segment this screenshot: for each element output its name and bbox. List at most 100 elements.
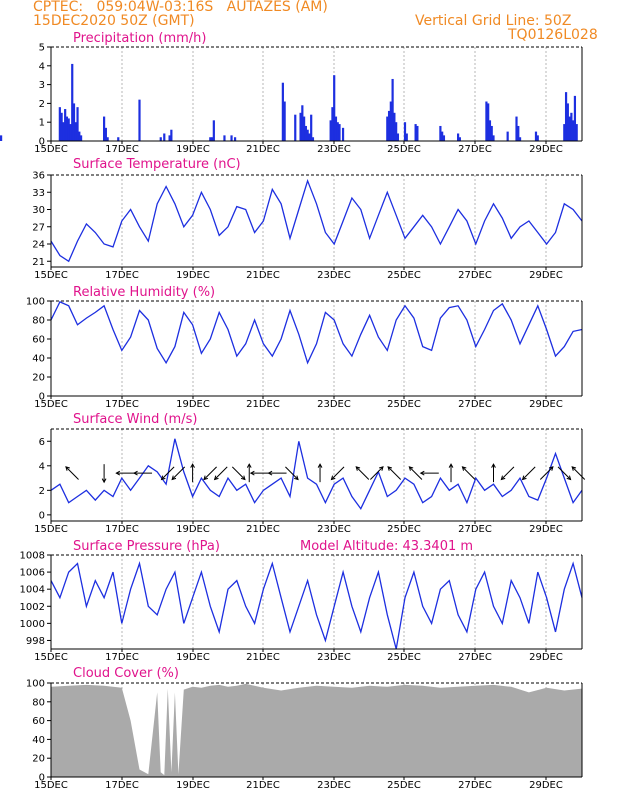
wind-arrow-shaft bbox=[231, 466, 246, 480]
panel-title: Surface Temperature (nC) bbox=[73, 157, 241, 172]
wind-arrow-head bbox=[132, 470, 138, 476]
wind-arrow-head bbox=[249, 470, 255, 476]
wind-arrow-head bbox=[190, 463, 195, 468]
wind-arrow-shaft bbox=[557, 466, 571, 480]
wind-arrow-shaft bbox=[387, 466, 402, 480]
y-tick-label: 33 bbox=[32, 188, 45, 199]
x-tick-label: 17DEC bbox=[105, 270, 139, 281]
y-tick-label: 2 bbox=[39, 99, 45, 110]
wind-arrow-head bbox=[203, 475, 208, 481]
precip-bar bbox=[299, 112, 302, 141]
y-tick-label: 100 bbox=[26, 679, 45, 690]
precip-bar bbox=[308, 133, 311, 141]
wind-arrow-head bbox=[500, 475, 506, 481]
y-tick-label: 1 bbox=[39, 118, 45, 129]
precip-bar bbox=[391, 78, 394, 141]
precip-bar bbox=[163, 133, 166, 141]
wind-arrow-head bbox=[160, 475, 166, 481]
wind-arrow-head bbox=[294, 475, 299, 481]
wind-arrow-head bbox=[521, 475, 527, 481]
precip-bar bbox=[331, 107, 334, 141]
precip-bar bbox=[76, 107, 79, 141]
x-tick-label: 19DEC bbox=[176, 270, 210, 281]
precip-bar bbox=[395, 122, 398, 141]
precip-bar bbox=[389, 101, 392, 141]
precip-bar bbox=[488, 120, 492, 141]
wind-arrow-shaft bbox=[408, 466, 423, 480]
y-tick-label: 20 bbox=[32, 373, 45, 384]
panel-title: Precipitation (mm/h) bbox=[73, 31, 206, 46]
wind-arrow-head bbox=[387, 466, 393, 471]
precip-bar bbox=[60, 112, 63, 141]
x-tick-label: 29DEC bbox=[529, 652, 563, 663]
precip-bar bbox=[304, 125, 307, 141]
y-tick-label: 20 bbox=[32, 754, 45, 765]
precip-bar bbox=[442, 135, 446, 141]
y-tick-label: 4 bbox=[39, 461, 45, 472]
precip-bar bbox=[506, 131, 509, 141]
wind-arrow-head bbox=[317, 463, 323, 468]
x-tick-label: 23DEC bbox=[317, 780, 351, 791]
precip-bar bbox=[518, 137, 522, 141]
precip-bar bbox=[294, 114, 297, 141]
precip-bar bbox=[572, 120, 575, 141]
precip-bar bbox=[301, 105, 304, 141]
precip-bar bbox=[159, 137, 162, 141]
precip-bar bbox=[338, 124, 341, 141]
x-tick-label: 17DEC bbox=[105, 399, 139, 410]
precip-bar bbox=[210, 137, 214, 141]
wind-arrow-head bbox=[408, 466, 414, 471]
precip-bar bbox=[563, 124, 566, 141]
wind-arrow-head bbox=[65, 466, 70, 471]
precip-bar bbox=[69, 124, 72, 141]
x-tick-label: 21DEC bbox=[246, 652, 280, 663]
x-tick-label: 29DEC bbox=[529, 270, 563, 281]
wind-arrow-head bbox=[461, 466, 467, 471]
wind-arrow-head bbox=[419, 470, 425, 476]
precip-bar bbox=[329, 120, 332, 141]
x-tick-label: 27DEC bbox=[458, 270, 492, 281]
precip-bar bbox=[283, 101, 286, 141]
x-tick-label: 15DEC bbox=[34, 652, 68, 663]
x-tick-label: 25DEC bbox=[387, 652, 421, 663]
y-tick-label: 24 bbox=[32, 240, 45, 251]
x-tick-label: 27DEC bbox=[458, 144, 492, 155]
precip-bar bbox=[439, 125, 442, 141]
y-tick-label: 6 bbox=[39, 437, 45, 448]
y-tick-label: 4 bbox=[39, 61, 45, 72]
wind-arrow-head bbox=[448, 463, 454, 468]
x-tick-label: 29DEC bbox=[529, 524, 563, 535]
precip-bar bbox=[416, 125, 419, 141]
x-tick-label: 19DEC bbox=[176, 780, 210, 791]
y-tick-label: 60 bbox=[32, 335, 45, 346]
precip-bar bbox=[487, 103, 490, 141]
y-tick-label: 1000 bbox=[20, 619, 45, 630]
precip-bar bbox=[74, 122, 77, 141]
y-tick-label: 5 bbox=[39, 43, 45, 54]
precip-bar bbox=[306, 129, 309, 141]
y-tick-label: 0 bbox=[39, 510, 45, 521]
x-tick-label: 15DEC bbox=[34, 144, 68, 155]
wind-arrow-shaft bbox=[65, 466, 79, 480]
precip-bar bbox=[534, 131, 538, 141]
x-tick-label: 17DEC bbox=[105, 780, 139, 791]
precip-bar bbox=[575, 124, 578, 141]
precip-bar bbox=[396, 133, 400, 141]
precip-bar bbox=[67, 118, 70, 141]
grid-note: Vertical Grid Line: 50Z bbox=[415, 13, 572, 29]
precip-bar bbox=[566, 103, 569, 141]
precip-bar bbox=[517, 125, 520, 141]
precip-bar bbox=[485, 101, 488, 141]
precip-bar bbox=[209, 137, 212, 141]
precip-bar bbox=[334, 116, 338, 141]
precip-bar bbox=[458, 137, 461, 141]
y-tick-label: 0 bbox=[39, 773, 45, 784]
x-tick-label: 19DEC bbox=[176, 524, 210, 535]
x-tick-label: 27DEC bbox=[458, 780, 492, 791]
precip-bar bbox=[536, 135, 539, 141]
x-tick-label: 25DEC bbox=[387, 270, 421, 281]
x-tick-label: 27DEC bbox=[458, 399, 492, 410]
precip-bar bbox=[310, 114, 313, 141]
y-tick-label: 80 bbox=[32, 316, 45, 327]
y-tick-label: 30 bbox=[32, 205, 45, 216]
